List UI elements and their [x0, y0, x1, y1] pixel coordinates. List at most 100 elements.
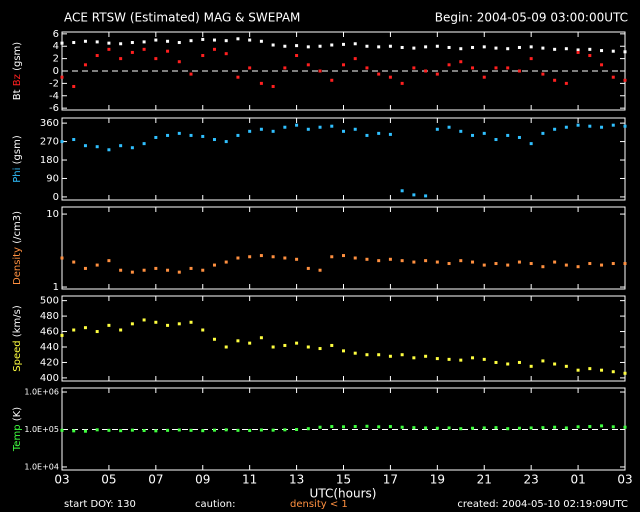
data-point [283, 66, 287, 70]
data-point [529, 262, 533, 266]
data-point [107, 428, 111, 432]
data-point [201, 54, 205, 58]
data-point [353, 42, 357, 46]
y-axis-label-part: Bz [12, 74, 23, 86]
data-point [506, 66, 510, 70]
data-point [447, 45, 451, 49]
data-point [259, 39, 263, 43]
data-point [623, 262, 627, 266]
data-point [83, 429, 87, 433]
data-point [318, 69, 322, 73]
data-point [482, 357, 486, 361]
x-tick-label: 07 [148, 473, 163, 487]
data-point [564, 125, 568, 129]
data-point [482, 426, 486, 430]
data-point [471, 133, 475, 137]
data-point [377, 259, 381, 263]
data-point [224, 39, 228, 43]
data-point [623, 371, 627, 375]
data-point [295, 427, 299, 431]
data-point [130, 50, 134, 54]
data-point [600, 424, 604, 428]
y-axis-label: Density (/cm3) [12, 211, 23, 285]
data-point [130, 41, 134, 45]
y-tick-label: 90 [46, 173, 59, 184]
data-point [166, 39, 170, 43]
data-point [611, 75, 615, 79]
data-point [212, 337, 216, 341]
data-point [600, 125, 604, 129]
data-point [600, 263, 604, 267]
y-tick-label: 460 [40, 327, 59, 338]
data-point [553, 47, 557, 51]
data-point [201, 134, 205, 138]
data-point [553, 78, 557, 82]
data-point [83, 63, 87, 67]
x-tick-label: 17 [383, 473, 398, 487]
data-point [318, 268, 322, 272]
data-point [588, 425, 592, 429]
data-point [412, 260, 416, 264]
data-point [236, 339, 240, 343]
data-point [142, 47, 146, 51]
data-point [107, 47, 111, 51]
data-point [330, 425, 334, 429]
data-point [201, 268, 205, 272]
data-point [377, 425, 381, 429]
data-point [588, 47, 592, 51]
data-point [166, 268, 170, 272]
data-point [177, 131, 181, 135]
data-point [447, 125, 451, 129]
data-point [283, 125, 287, 129]
data-point [330, 78, 334, 82]
data-point [576, 265, 580, 269]
data-point [142, 428, 146, 432]
data-point [166, 133, 170, 137]
data-point [201, 37, 205, 41]
data-point [400, 259, 404, 263]
data-point [166, 323, 170, 327]
data-point [60, 428, 64, 432]
data-point [295, 123, 299, 127]
data-point [72, 429, 76, 433]
y-tick-label: 270 [40, 137, 59, 148]
data-point [342, 425, 345, 429]
data-point [459, 427, 463, 431]
x-tick-label: 11 [242, 473, 257, 487]
caution: caution: [195, 499, 236, 510]
data-point [353, 127, 357, 131]
data-point [295, 54, 299, 58]
data-point [248, 255, 252, 259]
data-point [529, 57, 533, 61]
y-axis-label: Bt Bz (gsm) [12, 42, 23, 100]
data-point [435, 72, 439, 76]
data-point [248, 38, 252, 42]
data-point [224, 345, 228, 349]
data-point [494, 66, 498, 70]
data-point [177, 428, 181, 432]
data-point [564, 263, 568, 267]
data-point [295, 341, 299, 345]
data-point [600, 63, 604, 67]
x-tick-label: 23 [524, 473, 539, 487]
y-axis-label-part: (gsm) [12, 135, 23, 164]
data-point [60, 333, 64, 337]
data-point [611, 123, 615, 127]
data-point [236, 428, 240, 432]
x-tick-label: 05 [101, 473, 116, 487]
data-point [130, 322, 134, 326]
data-point [553, 127, 557, 131]
data-point [154, 320, 158, 324]
data-point [154, 429, 158, 433]
data-point [166, 428, 170, 432]
density-note: density < 1 [290, 499, 348, 510]
data-point [506, 47, 510, 51]
data-point [412, 46, 416, 50]
data-point [471, 426, 475, 430]
data-point [576, 48, 580, 52]
data-point [189, 133, 193, 137]
data-point [424, 69, 428, 73]
data-point [189, 72, 193, 76]
data-point [517, 69, 521, 73]
y-tick-label: 10 [46, 209, 59, 220]
